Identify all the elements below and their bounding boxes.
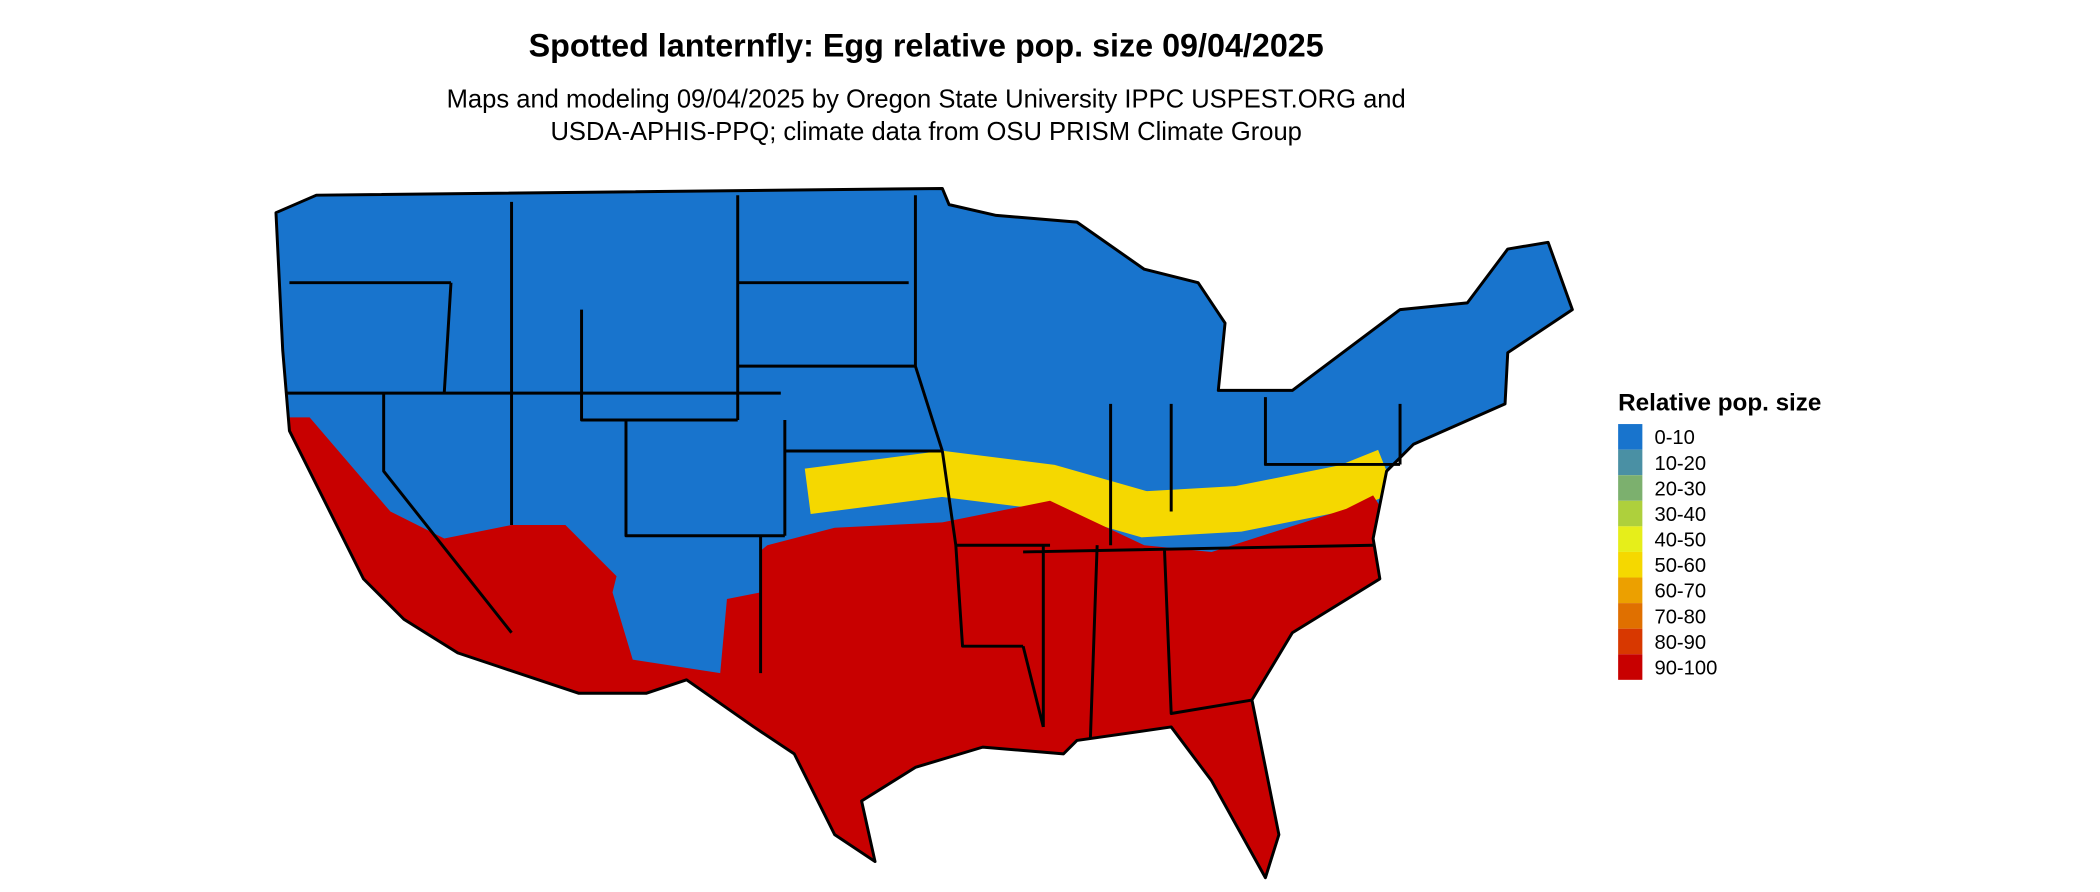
legend-swatch	[1618, 449, 1643, 476]
legend-label: 0-10	[1654, 427, 1694, 449]
legend-label: 30-40	[1654, 504, 1706, 526]
map	[274, 186, 1574, 880]
legend-label: 10-20	[1654, 453, 1706, 475]
legend-label: 90-100	[1654, 657, 1717, 679]
legend-swatch	[1618, 475, 1643, 501]
legend-swatch	[1618, 526, 1643, 552]
legend-swatch	[1618, 603, 1643, 629]
legend-swatch	[1618, 628, 1643, 655]
legend-label: 40-50	[1654, 530, 1706, 552]
legend-title: Relative pop. size	[1618, 390, 1821, 417]
legend-label: 50-60	[1654, 555, 1706, 577]
legend-swatch	[1618, 500, 1643, 527]
region	[804, 449, 1396, 538]
state-borders	[285, 195, 1402, 738]
legend-label: 20-30	[1654, 478, 1706, 500]
legend: Relative pop. size 0-10 10-20 20-30 30-40 40…	[1618, 390, 1821, 680]
legend-label: 60-70	[1654, 581, 1706, 603]
region	[612, 538, 761, 674]
legend-swatch	[1618, 577, 1643, 604]
subtitle-line: Maps and modeling 09/04/2025 by Oregon S…	[447, 86, 1406, 114]
legend-label: 80-90	[1654, 632, 1706, 654]
legend-swatch	[1618, 654, 1643, 680]
title: Spotted lanternfly: Egg relative pop. si…	[529, 28, 1324, 64]
legend-swatch	[1618, 424, 1643, 450]
legend-swatch	[1618, 551, 1643, 578]
subtitle-line: USDA-APHIS-PPQ; climate data from OSU PR…	[550, 118, 1301, 146]
legend-label: 70-80	[1654, 606, 1706, 628]
canvas: Spotted lanternfly: Egg relative pop. si…	[274, 28, 1821, 880]
